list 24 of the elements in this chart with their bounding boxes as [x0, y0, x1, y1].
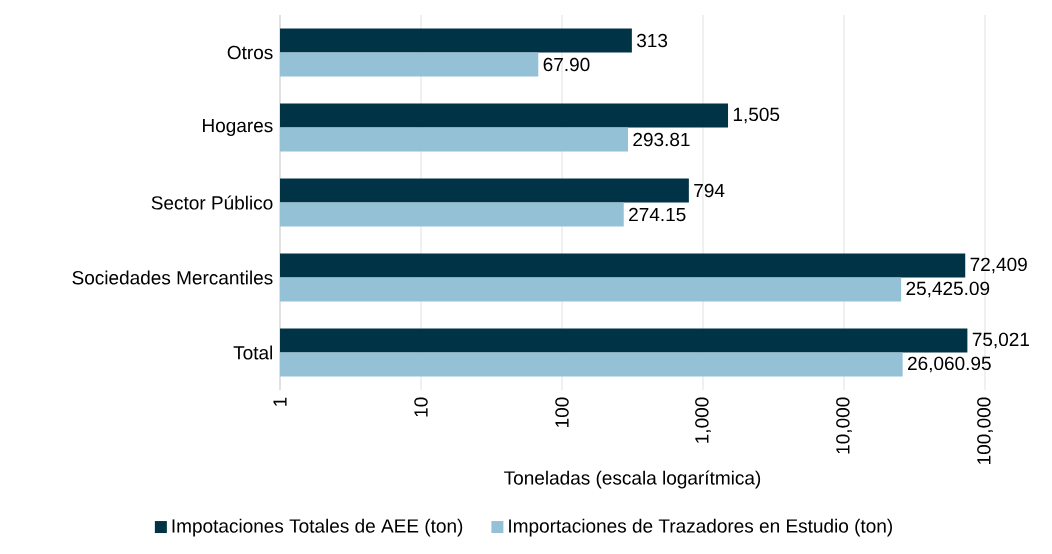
y-tick-label: Otros	[227, 45, 273, 60]
data-label: 72,409	[970, 257, 1027, 274]
x-tick-label: 100,000	[977, 397, 993, 464]
data-label: 67.90	[543, 57, 590, 72]
data-label: 274.15	[629, 207, 686, 222]
legend-label: Impotaciones Totales de AEE (ton)	[172, 518, 463, 537]
data-label: 313	[636, 33, 668, 48]
legend-label: Importaciones de Trazadores en Estudio (ton)	[509, 518, 892, 537]
data-label: 25,425.09	[906, 281, 990, 298]
data-label: 293.81	[633, 132, 690, 147]
x-tick-label: 10,000	[836, 397, 852, 454]
x-tick-label: 1	[273, 397, 287, 406]
x-tick-label: 10	[414, 397, 428, 417]
y-tick-label: Sociedades Mercantiles	[72, 270, 273, 285]
data-label: 26,060.95	[907, 356, 991, 373]
data-label: 1,505	[733, 107, 780, 124]
y-tick-label: Total	[233, 345, 273, 360]
data-label: 75,021	[972, 332, 1029, 349]
x-tick-label: 1,000	[695, 397, 711, 443]
x-tick-label: 100	[555, 397, 569, 427]
y-tick-label: Hogares	[203, 118, 273, 137]
y-tick-label: Sector Público	[151, 195, 273, 210]
x-axis-title: Toneladas (escala logarítmica)	[504, 470, 761, 489]
data-label: 794	[694, 183, 725, 198]
